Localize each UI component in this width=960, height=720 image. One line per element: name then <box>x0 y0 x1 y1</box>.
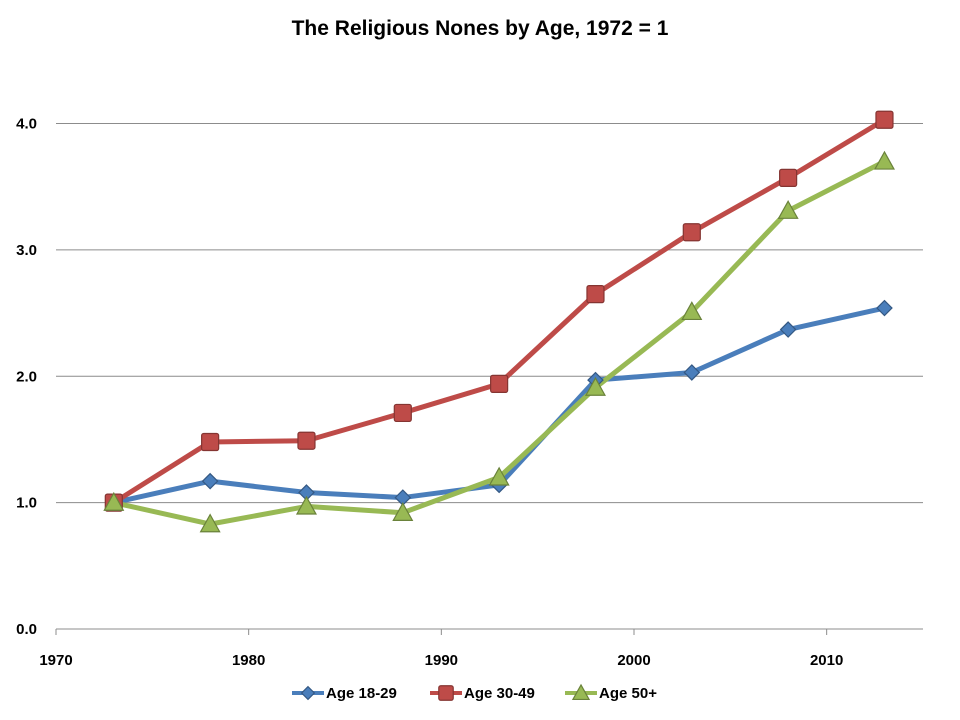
y-tick-label: 1.0 <box>16 495 37 512</box>
data-point-series-1 <box>201 472 219 490</box>
data-point-series-3 <box>103 491 125 511</box>
x-tick-label: 2010 <box>810 652 843 669</box>
data-point-series-2 <box>393 403 412 423</box>
legend-marker-2 <box>438 685 454 701</box>
legend-label: Age 18-29 <box>326 685 397 702</box>
data-point-series-3 <box>584 376 606 396</box>
data-point-series-1 <box>876 299 893 317</box>
y-tick-label: 3.0 <box>16 242 37 259</box>
data-point-series-1 <box>779 321 797 338</box>
data-point-series-1 <box>683 364 701 381</box>
y-tick-label: 4.0 <box>16 116 37 133</box>
legend-marker-1 <box>300 685 316 701</box>
data-point-series-3 <box>681 301 703 321</box>
data-point-series-2 <box>586 285 605 304</box>
y-tick-label: 0.0 <box>16 621 37 638</box>
data-point-series-3 <box>199 513 221 533</box>
data-point-series-2 <box>875 110 894 129</box>
x-tick-label: 2000 <box>617 652 650 669</box>
legend: Age 18-29 Age 30-49 Age 50+ <box>292 683 657 702</box>
x-tick-label: 1990 <box>425 652 458 669</box>
data-point-series-2 <box>490 374 509 393</box>
data-point-series-2 <box>779 168 798 187</box>
data-point-series-2 <box>201 432 220 452</box>
series <box>103 110 895 533</box>
data-point-series-3 <box>777 200 799 219</box>
data-point-series-3 <box>873 150 895 170</box>
data-point-series-3 <box>488 466 510 486</box>
chart-title: The Religious Nones by Age, 1972 = 1 <box>292 17 669 40</box>
legend-marker-3 <box>571 683 591 701</box>
data-point-series-3 <box>392 502 414 521</box>
grid <box>56 123 923 504</box>
x-tick-label: 1970 <box>39 652 72 669</box>
data-point-series-3 <box>295 495 317 515</box>
x-tick-label: 1980 <box>232 652 265 669</box>
data-point-series-2 <box>682 223 701 242</box>
series-line-2 <box>111 117 887 506</box>
axes: 0.0 1.0 2.0 3.0 4.0 1970 1980 1990 2000 2010 <box>16 116 923 669</box>
legend-label: Age 30-49 <box>464 685 535 702</box>
data-point-series-2 <box>297 431 316 450</box>
legend-label: Age 50+ <box>599 685 657 702</box>
y-tick-label: 2.0 <box>16 368 37 385</box>
